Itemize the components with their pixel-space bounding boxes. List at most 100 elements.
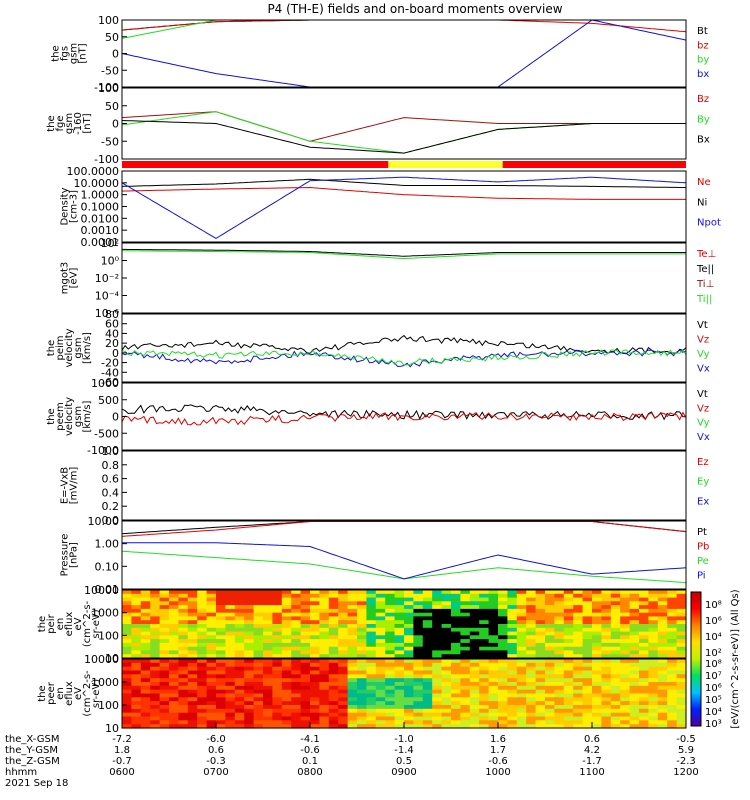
xrow-4-value-5: 1000 [485,767,510,778]
xrow-4-value-2: 0700 [203,767,228,778]
ytick-peim_velocity-5: 0 [112,347,119,360]
xrow-4-value-6: 1100 [579,767,604,778]
ytick-temperature-5: 10⁻⁶ [95,307,120,320]
ylabel-temperature-2: [eV] [69,268,80,289]
xrow-4-value-4: 0900 [391,767,416,778]
xrow-1-value-4: -1.0 [394,734,414,745]
panel-frame-peim_velocity [121,313,687,383]
ytick-fge_gsm-1: 100 [98,82,119,95]
ytick-peim_velocity-8: -60 [101,376,119,389]
ylabel-peer_eflux-4: eflux [64,681,75,706]
ylabel-peer_eflux-5: eV [73,687,84,700]
legend-density-2: Ni [697,197,707,208]
ytick-peim_velocity-6: -20 [101,357,119,370]
ylabel-fgs_gsm-1: the [51,45,62,61]
xrow-1-value-5: 1.6 [490,734,506,745]
colorbar-tick-upper-4: 10² [705,648,722,659]
legend-peim_velocity-1: Vt [697,320,708,331]
ylabel-fge_gsm-2: fge [55,115,66,131]
ytick-density-3: 1.0000 [81,189,120,202]
colorbar-tick-lower-1: 10⁸ [705,659,722,670]
legend-fgs_gsm-3: by [697,55,709,66]
series-peim_velocity-vx [121,349,687,368]
ytick-density-7: 0.0001 [81,236,120,249]
series-fgs_gsm-bx [121,19,687,88]
ytick-efield-5: 0.2 [102,500,120,513]
ytick-temperature-3: 10⁻² [95,272,119,285]
colorbar-tick-upper-1: 10⁸ [705,600,722,611]
ytick-fgs_gsm-3: 0 [112,48,119,61]
ylabel-fge_gsm-3: gsm [64,113,75,134]
ylabel-temperature-1: mgot3 [60,262,71,295]
ylabel-peir_eflux-4: eflux [64,612,75,637]
colorbar-tick-lower-5: 10⁴ [705,707,722,718]
ytick-pressure-2: 1.00 [95,538,120,551]
ytick-efield-6: 0.0 [102,514,120,527]
xrow-4-value-1: 0600 [109,767,134,778]
ylabel-peim_velocity-2: peim [55,335,66,360]
colorbar-tick-lower-4: 10⁵ [705,695,722,706]
series-peim_velocity-vt [121,334,687,355]
ytick-peim_velocity-7: -40 [101,366,119,379]
peer-spectrogram [122,659,687,729]
ytick-peer_eflux-1: 10000 [84,653,119,666]
ytick-temperature-4: 10⁻⁴ [95,290,120,303]
xrow-3-value-3: 0.1 [302,756,318,767]
legend-fgs_gsm-4: bx [697,69,709,80]
ylabel-fge_gsm-1: the [46,115,57,131]
ylabel-peem_velocity-5: [km/s] [82,400,93,432]
ylabel-peim_velocity-1: the [46,340,57,356]
peir-spectrogram [122,590,687,659]
ytick-fgs_gsm-4: -50 [101,64,119,77]
colorbar-tick-lower-2: 10⁷ [705,671,722,682]
ylabel-pressure-1: Pressure [60,534,71,577]
ylabel-peer_eflux-2: peer [46,681,57,705]
ytick-peim_velocity-3: 40 [105,327,119,340]
xrow-3-value-2: -0.3 [206,756,226,767]
xrow-2-value-6: 4.2 [584,745,600,756]
ylabel-fge_gsm-5: [nT] [82,113,93,133]
series-fge_gsm-bz [121,111,686,142]
ytick-density-2: 10.0000 [74,177,120,190]
xrow-4-value-7: 1200 [673,767,698,778]
ytick-peem_velocity-5: -1000 [87,444,119,457]
ytick-density-4: 0.1000 [81,201,120,214]
legend-pressure-4: Pi [697,571,706,582]
xrow-label-1: the_X-GSM [5,734,59,745]
ytick-peir_eflux-4: 10 [105,652,119,665]
xrow-1-value-6: 0.6 [584,734,600,745]
ytick-efield-3: 0.6 [102,473,120,486]
y-tick-labels: 100500-50-100100500-50-100100.000010.000… [67,14,127,735]
ylabel-efield-1: E=-VxB [60,467,71,504]
mode-segment-2 [388,161,503,168]
xrow-2-value-4: -1.4 [394,745,414,756]
legend-pressure-1: Pt [697,527,707,538]
xrow-3-value-6: -1.7 [582,756,602,767]
ylabel-peer_eflux-1: the [37,685,48,701]
ytick-fgs_gsm-2: 50 [105,31,119,44]
series-peim_velocity-vy [121,349,687,366]
panel-frame-density [121,170,687,243]
xrow-label-2: the_Y-GSM [5,745,58,756]
ylabel-peer_eflux-3: en [55,687,66,700]
ylabel-peir_eflux-3: en [55,618,66,631]
mode-segment-1 [122,161,389,168]
y-axis-labels: thefgsgsm[nT]thefgegsm-160[nT]Density[cm… [37,43,102,717]
xrow-2-value-5: 1.7 [490,745,506,756]
plot-area [121,19,687,729]
legend-efield-3: Ex [697,496,709,507]
ylabel-peim_velocity-4: gsm [73,337,84,358]
panel-frame-efield [121,450,687,521]
ytick-peer_eflux-3: 100 [98,699,119,712]
ylabel-peer_eflux-6: (cm^2-s- [82,670,93,717]
legend-peim_velocity-4: Vx [697,364,710,375]
ylabel-peir_eflux-6: (cm^2-s- [82,600,93,647]
ytick-pressure-4: 0.01 [95,583,120,596]
ytick-peir_eflux-3: 100 [98,629,119,642]
ytick-density-1: 100.0000 [67,165,120,178]
ytick-efield-1: 1.0 [102,445,120,458]
ytick-fge_gsm-5: -100 [94,153,119,166]
ylabel-fgs_gsm-3: gsm [69,43,80,64]
